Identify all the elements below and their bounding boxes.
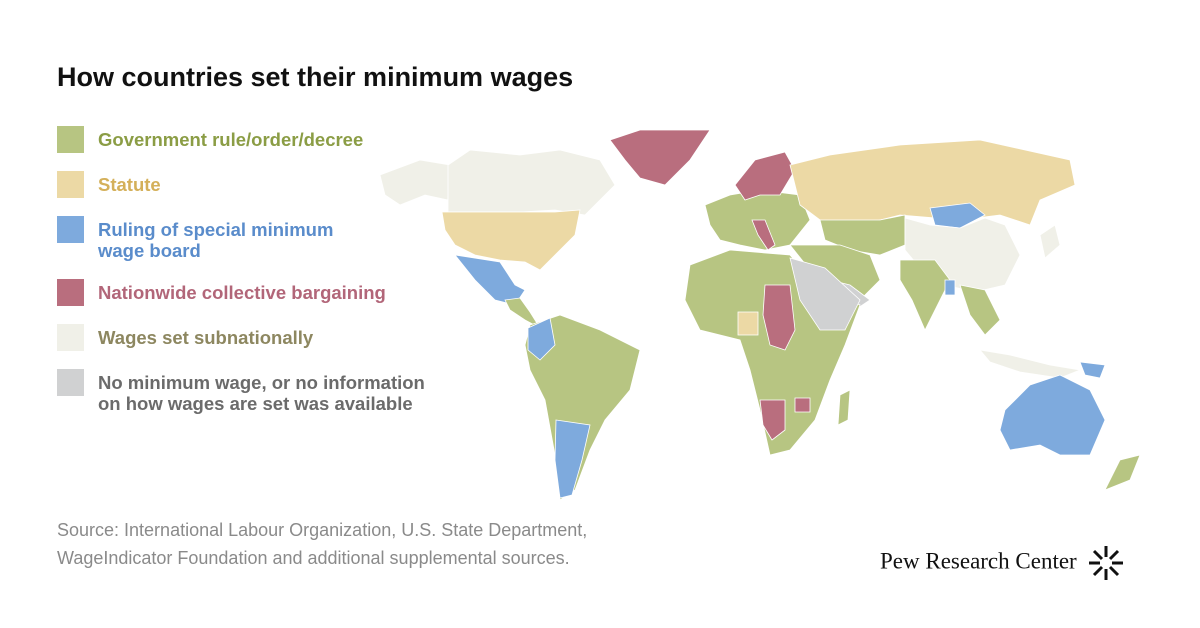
legend-label-line: wage board bbox=[98, 240, 201, 261]
legend-item: Ruling of special minimum wage board bbox=[57, 216, 497, 261]
mexico bbox=[454, 254, 526, 306]
legend-label-line: Statute bbox=[98, 174, 161, 195]
legend-swatch bbox=[57, 171, 84, 198]
namibia bbox=[759, 399, 786, 441]
legend-item: Wages set subnationally bbox=[57, 324, 497, 351]
argentina bbox=[554, 419, 591, 499]
south-america bbox=[524, 314, 641, 501]
mongolia bbox=[929, 202, 986, 229]
japan bbox=[1039, 224, 1061, 259]
madagascar bbox=[837, 389, 851, 426]
greenland bbox=[609, 129, 711, 186]
legend-swatch bbox=[57, 279, 84, 306]
nigeria bbox=[737, 311, 759, 336]
alaska bbox=[379, 159, 451, 206]
legend-swatch bbox=[57, 369, 84, 396]
legend-label: Ruling of special minimum wage board bbox=[98, 216, 333, 261]
legend-swatch bbox=[57, 126, 84, 153]
legend-label-line: on how wages are set was available bbox=[98, 393, 413, 414]
legend-label-line: Wages set subnationally bbox=[98, 327, 314, 348]
indonesia bbox=[979, 349, 1082, 379]
new-zealand bbox=[1104, 454, 1141, 491]
source: Source: International Labour Organizatio… bbox=[57, 516, 587, 572]
brand-name: Pew Research Center bbox=[880, 548, 1077, 574]
bangladesh bbox=[944, 279, 956, 296]
legend-label: Nationwide collective bargaining bbox=[98, 279, 386, 303]
horn-of-africa bbox=[789, 257, 861, 331]
brand-logo bbox=[1089, 546, 1124, 580]
legend-label: Wages set subnationally bbox=[98, 324, 313, 348]
legend-item: Nationwide collective bargaining bbox=[57, 279, 497, 306]
se-asia bbox=[959, 284, 1001, 336]
italy bbox=[751, 219, 776, 251]
legend-label: Statute bbox=[98, 171, 161, 195]
legend-label-line: Government rule/order/decree bbox=[98, 129, 364, 150]
legend-swatch bbox=[57, 216, 84, 243]
legend-label: Government rule/order/decree bbox=[98, 126, 363, 150]
papua bbox=[1079, 361, 1106, 379]
legend-item: Statute bbox=[57, 171, 497, 198]
legend-label: No minimum wage, or no information on how… bbox=[98, 369, 425, 414]
legend-label-line: No minimum wage, or no information bbox=[98, 372, 425, 393]
usa bbox=[441, 209, 581, 271]
legend-swatch bbox=[57, 324, 84, 351]
australia bbox=[999, 374, 1106, 456]
india bbox=[899, 259, 951, 331]
legend: Government rule/order/decree Statute Rulin… bbox=[57, 126, 497, 432]
legend-label-line: Ruling of special minimum bbox=[98, 219, 334, 240]
source-line: Source: International Labour Organizatio… bbox=[57, 520, 588, 540]
nordics bbox=[734, 151, 796, 201]
title: How countries set their minimum wages bbox=[57, 62, 574, 92]
legend-item: No minimum wage, or no information on how… bbox=[57, 369, 497, 414]
source-line: WageIndicator Foundation and additional … bbox=[57, 548, 570, 568]
legend-item: Government rule/order/decree bbox=[57, 126, 497, 153]
chad bbox=[762, 284, 796, 351]
colombia bbox=[527, 317, 556, 361]
legend-label-line: Nationwide collective bargaining bbox=[98, 282, 386, 303]
zimbabwe bbox=[794, 397, 811, 413]
brand: Pew Research Center bbox=[880, 545, 1124, 581]
